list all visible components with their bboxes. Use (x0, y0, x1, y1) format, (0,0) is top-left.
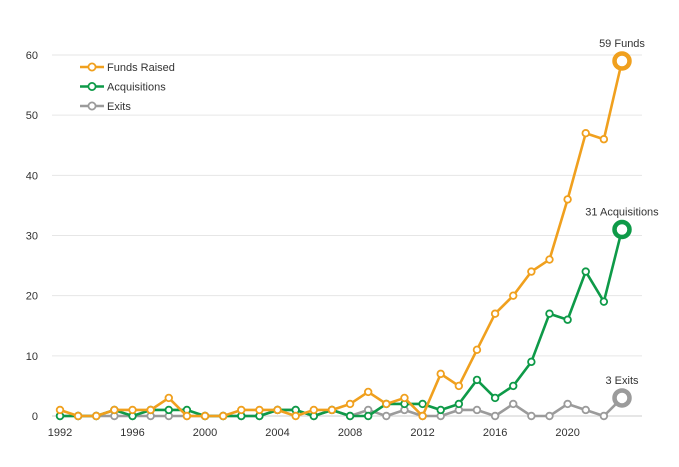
y-tick-label: 60 (26, 50, 38, 62)
data-point (509, 381, 518, 391)
data-point (545, 411, 554, 421)
data-point (436, 405, 445, 415)
y-tick-label: 30 (26, 231, 38, 243)
gridlines (52, 54, 642, 357)
series-acquisitions (55, 219, 632, 421)
data-point (55, 405, 65, 415)
data-point (472, 375, 482, 385)
x-tick-label: 2020 (555, 427, 579, 439)
y-axis-ticks: 0 10 20 30 40 50 60 (26, 50, 38, 423)
data-point (599, 135, 609, 144)
data-point (581, 267, 590, 276)
data-point (345, 399, 355, 409)
data-point (164, 393, 173, 403)
legend-swatch-marker (87, 62, 97, 72)
x-tick-label: 1996 (120, 427, 144, 439)
data-point (599, 297, 609, 306)
end-label: 3 Exits (605, 375, 639, 387)
data-point (273, 405, 282, 415)
data-point (92, 411, 101, 421)
data-point (472, 405, 482, 415)
data-point (563, 195, 572, 204)
y-tick-label: 20 (26, 291, 38, 303)
data-point (490, 309, 500, 318)
data-point (599, 411, 609, 421)
data-point (218, 411, 228, 421)
x-tick-label: 1992 (48, 427, 72, 439)
end-labels: 59 Funds 31 Acquisitions 3 Exits (585, 38, 659, 387)
data-point (128, 405, 137, 415)
data-point-final (612, 388, 632, 408)
data-point (454, 381, 464, 391)
data-point (182, 411, 192, 421)
data-point (454, 399, 464, 409)
data-point (363, 411, 373, 421)
x-axis-ticks: 1992 1996 2000 2004 2008 2012 2016 2020 (48, 427, 580, 439)
data-point (291, 411, 300, 421)
data-point (73, 411, 83, 421)
data-point (509, 291, 518, 300)
legend-item: Funds Raised (80, 62, 175, 74)
data-point-final (612, 219, 632, 240)
data-point (400, 393, 409, 403)
y-tick-label: 0 (32, 411, 38, 423)
data-point (527, 267, 536, 276)
data-point (418, 411, 427, 421)
legend-item: Acquisitions (80, 82, 166, 94)
data-point (345, 411, 355, 421)
y-tick-label: 10 (26, 351, 38, 363)
data-point (327, 405, 337, 415)
legend-swatch-marker (87, 82, 97, 92)
x-tick-label: 2000 (193, 427, 217, 439)
legend-swatch-marker (87, 101, 97, 111)
data-point (490, 411, 500, 421)
data-point (255, 405, 264, 415)
data-point (110, 405, 119, 415)
legend-item: Exits (80, 101, 131, 113)
data-point (545, 309, 554, 318)
series-funds-raised (55, 51, 632, 421)
data-point (527, 411, 536, 421)
data-point (581, 129, 590, 138)
series-line (59, 60, 624, 418)
data-point (200, 411, 210, 421)
data-point (581, 405, 590, 415)
data-point (563, 315, 572, 324)
data-point (237, 405, 246, 415)
data-point (509, 399, 518, 409)
y-tick-label: 40 (26, 170, 38, 182)
series-group (55, 51, 632, 421)
data-point (563, 399, 572, 409)
legend-label: Funds Raised (107, 62, 175, 74)
data-point (527, 357, 536, 367)
data-point (436, 369, 445, 379)
x-tick-label: 2016 (483, 427, 507, 439)
data-point (382, 399, 391, 409)
data-point (164, 405, 173, 415)
data-point (363, 387, 373, 397)
series-line (60, 229, 624, 418)
data-point (490, 393, 500, 403)
data-point (382, 411, 391, 421)
data-point (309, 405, 319, 415)
legend: Funds Raised Acquisitions Exits (80, 62, 175, 113)
data-point (146, 405, 155, 415)
data-point-final (612, 51, 632, 71)
data-point (545, 255, 554, 264)
legend-label: Acquisitions (107, 82, 166, 94)
x-tick-label: 2008 (338, 427, 362, 439)
x-tick-label: 2012 (410, 427, 434, 439)
x-tick-label: 2004 (265, 427, 289, 439)
end-label: 31 Acquisitions (585, 206, 659, 218)
end-label: 59 Funds (599, 38, 645, 50)
data-point (418, 399, 427, 409)
y-tick-label: 50 (26, 110, 38, 122)
data-point (472, 345, 482, 355)
legend-label: Exits (107, 101, 131, 113)
